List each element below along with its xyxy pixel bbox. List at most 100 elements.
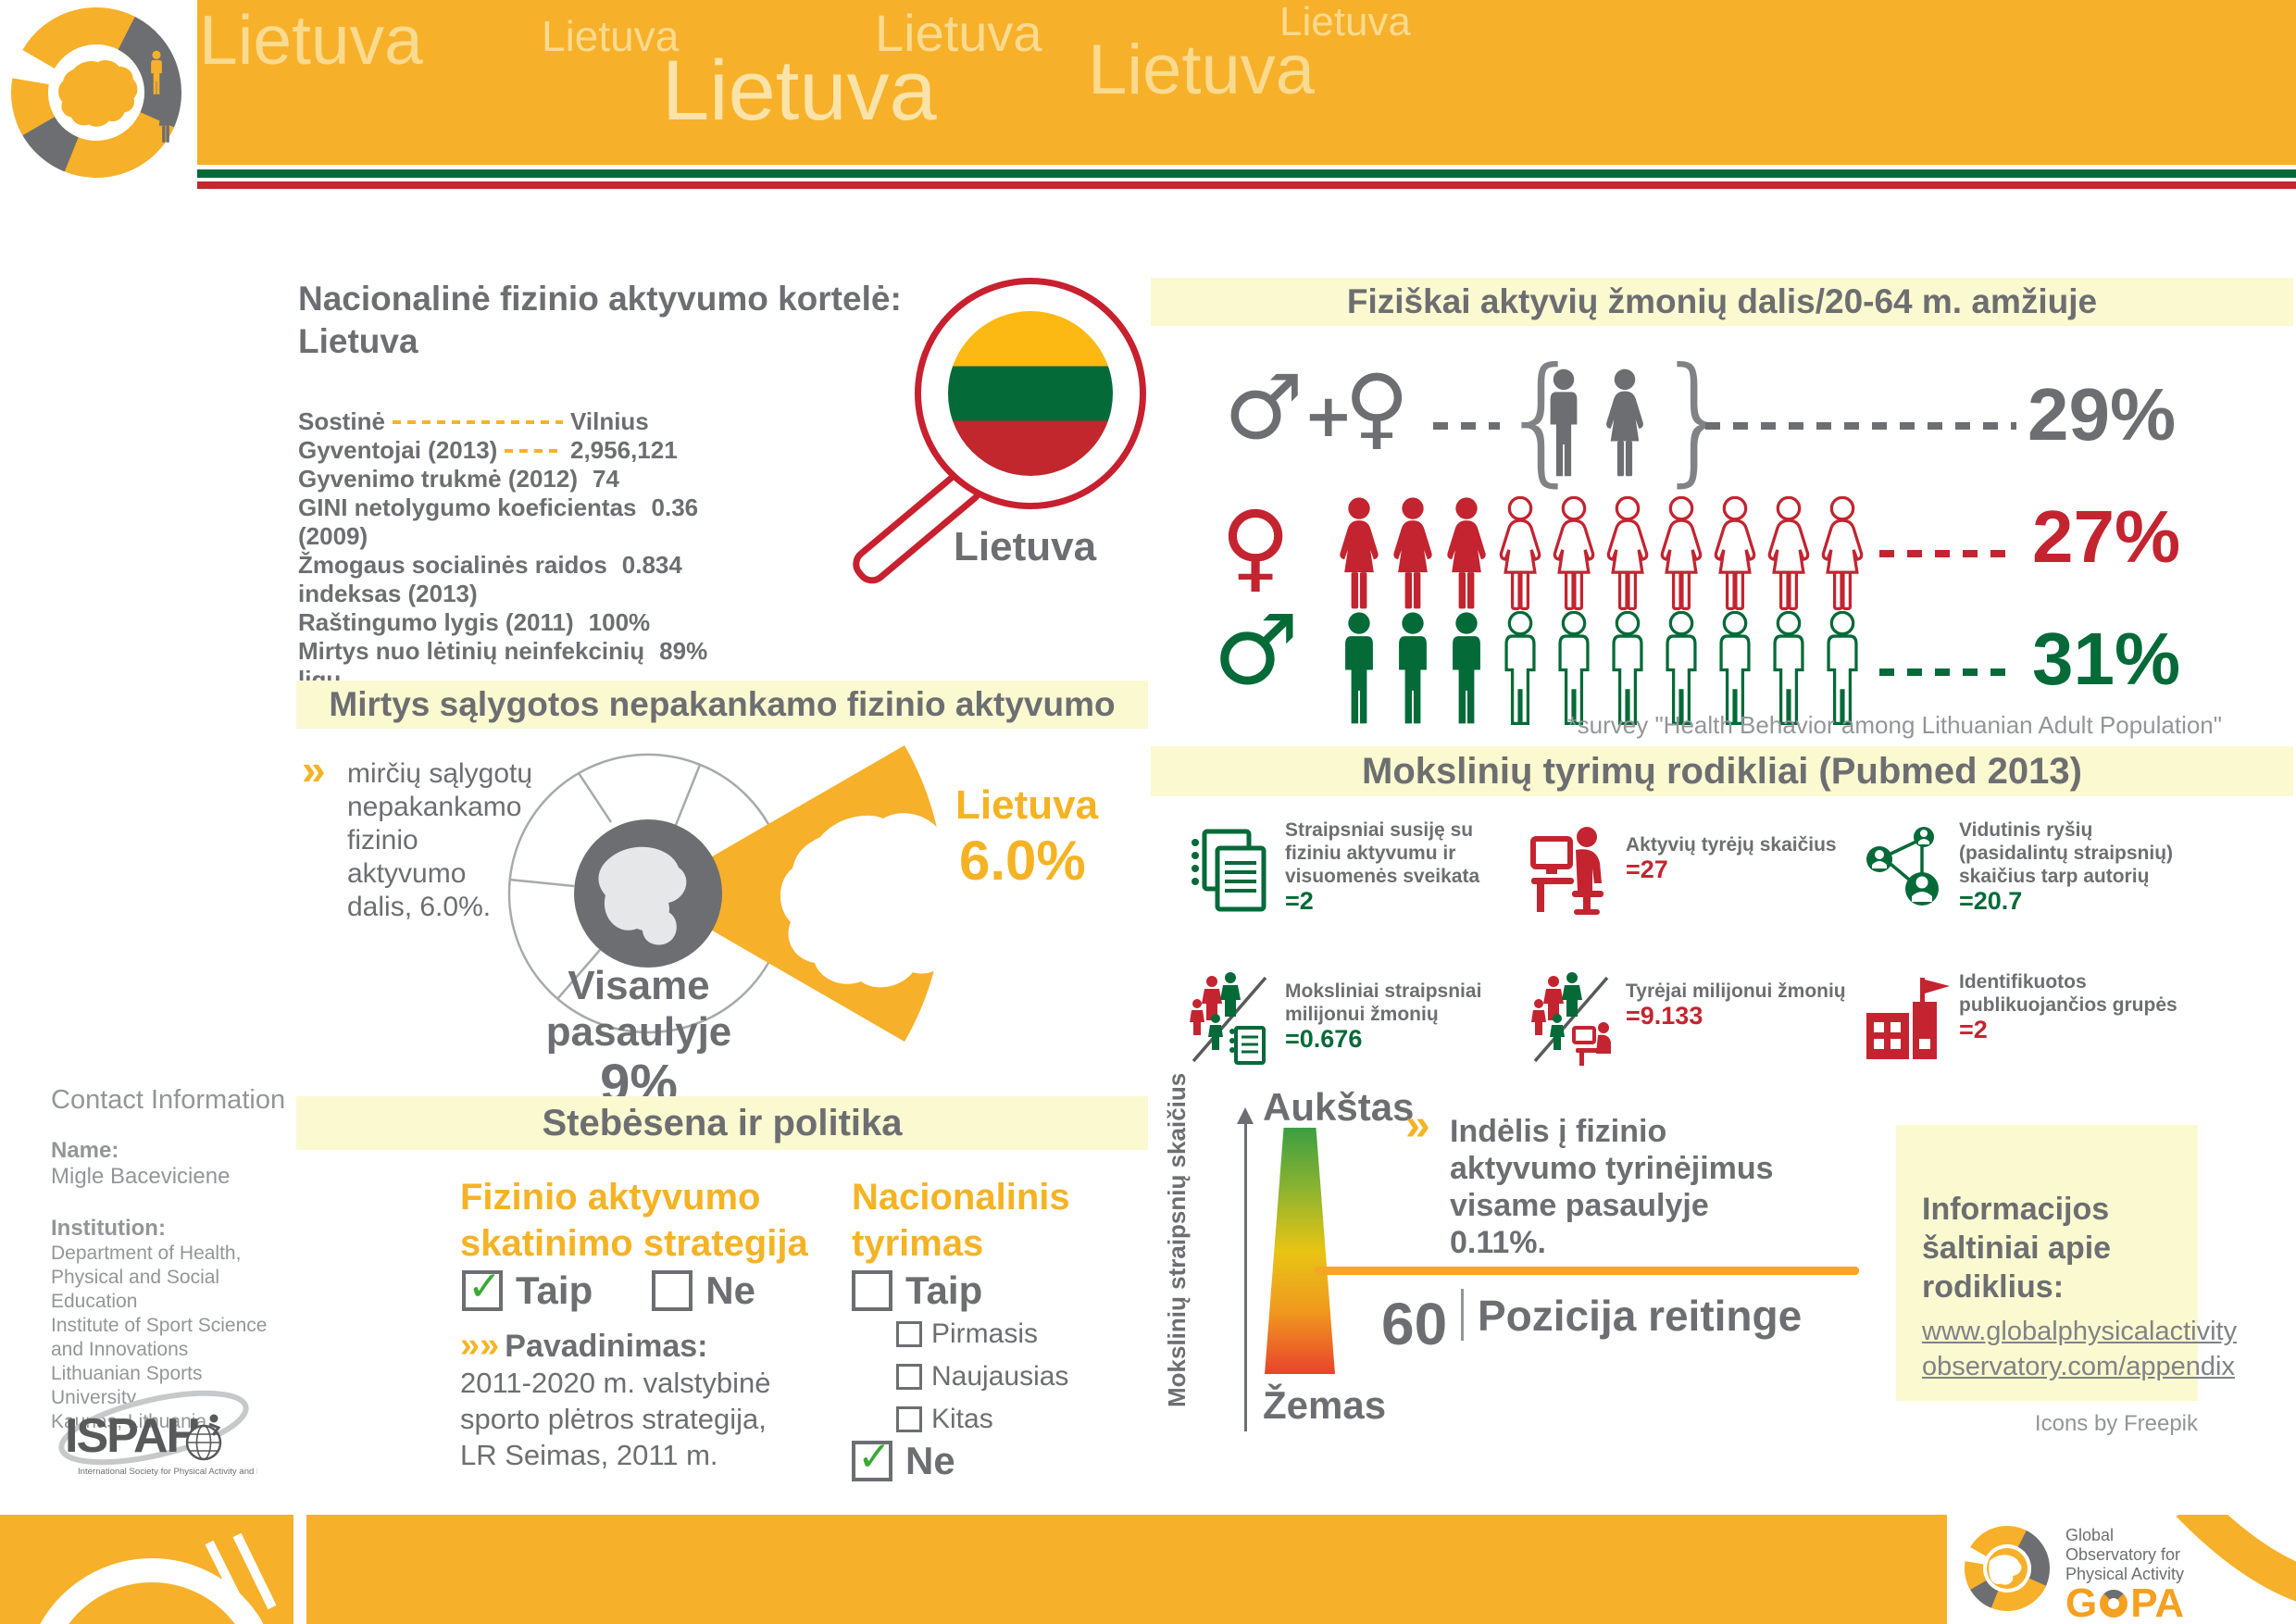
contact-institution: Department of Health, Physical and Socia…	[51, 1243, 268, 1432]
contact-block: Contact Information Name: Migle Bacevici…	[51, 1085, 293, 1434]
deaths-note: mirčių sąlygotų nepakankamo fizinio akty…	[347, 758, 533, 922]
survey-option-row: Naujausias	[896, 1361, 1068, 1393]
research-item-value: =9.133	[1626, 1002, 1703, 1030]
country-stats-list: Sostinė Vilnius Gyventojai (2013) 2,956,12…	[298, 407, 761, 694]
world-share-label: Visame pasaulyje 9%	[518, 963, 759, 1111]
checkbox-unchecked-icon[interactable]	[896, 1364, 922, 1390]
info-sources-link[interactable]: www.globalphysicalactivity observatory.c…	[1922, 1317, 2238, 1381]
rank-divider	[1461, 1289, 1464, 1341]
survey-title: Nacionalinis tyrimas	[852, 1177, 1070, 1264]
stat-row: Sostinė Vilnius	[298, 407, 649, 435]
chevron-bullet-icon	[480, 1326, 499, 1365]
stat-row: Gyventojai (2013) 2,956,121	[298, 436, 678, 464]
checkbox-unchecked-icon[interactable]	[896, 1406, 922, 1432]
stat-row: GINI netolygumo koeficientas 0.36	[298, 493, 699, 521]
research-item: Straipsniai susiję su fiziniu aktyvumu i…	[1285, 818, 1516, 915]
research-item-value: =2	[1959, 1016, 1988, 1043]
research-item-value: =2	[1285, 887, 1314, 915]
axis-arrow-icon	[1237, 1107, 1254, 1124]
header-band	[197, 0, 2296, 165]
woman-figure-outline	[1602, 494, 1653, 615]
survey-option-label: Naujausias	[931, 1361, 1069, 1392]
contact-heading: Contact Information	[51, 1085, 286, 1115]
deaths-section-title: Mirtys sąlygotos nepakankamo fizinio akt…	[329, 685, 1116, 723]
research-item-value: =20.7	[1959, 887, 2023, 915]
research-item: Moksliniai straipsniai milijonui žmonių …	[1285, 980, 1516, 1053]
male-percent: 31%	[2032, 618, 2181, 700]
survey-yes-label: Taip	[905, 1268, 983, 1312]
ispah-logo: ISPAH International Society for Physical…	[58, 1390, 257, 1477]
magnifier-country-label: Lietuva	[954, 524, 1097, 569]
footer-divider	[293, 1515, 306, 1624]
researcher-computer-icon	[1530, 827, 1603, 915]
gopa-aperture-logo	[10, 6, 181, 178]
research-item-value: =0.676	[1285, 1025, 1363, 1053]
gopa-o-ring-icon	[2100, 1590, 2128, 1618]
documents-icon	[1192, 829, 1267, 912]
gopa-logo-text: Global Observatory for Physical Activity	[2065, 1526, 2185, 1583]
survey-yes-row: Taip	[852, 1270, 982, 1311]
header-watermark-word: Lietuva	[199, 1, 423, 79]
survey-footnote: *survey "Health Behavior among Lithuania…	[1567, 711, 2222, 739]
woman-figure-outline	[1763, 494, 1815, 615]
research-item: Tyrėjai milijonui žmonių =9.133	[1626, 980, 1857, 1030]
contact-institution-label: Institution:	[51, 1216, 166, 1241]
strategy-yes-row: Taip Ne	[462, 1263, 755, 1312]
header-watermark-word: Lietuva	[662, 44, 937, 138]
woman-figure-icon	[1600, 367, 1650, 481]
checkbox-checked-icon[interactable]	[852, 1433, 892, 1481]
checkbox-unchecked-icon[interactable]	[896, 1321, 922, 1347]
brace-right-icon: }	[1653, 339, 1742, 500]
chevron-bullet-icon	[460, 1326, 480, 1365]
lithuania-share-label: Lietuva	[955, 782, 1099, 828]
svg-text:ISPAH: ISPAH	[65, 1409, 199, 1463]
checkbox-unchecked-icon[interactable]	[652, 1270, 693, 1311]
info-sources-title: Informacijos šaltiniai apie rodiklius:	[1922, 1192, 2112, 1305]
survey-option-label: Kitas	[931, 1404, 993, 1434]
header-watermark-word: Lietuva	[1088, 31, 1316, 109]
chevron-bullet-icon: »	[1405, 1101, 1430, 1150]
gopa-wordmark: G PA	[2065, 1580, 2185, 1624]
checkbox-checked-icon[interactable]	[462, 1263, 503, 1311]
policy-section-band: Stebėsena ir politika	[296, 1096, 1148, 1150]
footer-swoosh	[2176, 1515, 2296, 1602]
male-symbol-icon: ♂	[1224, 356, 1304, 459]
checkbox-unchecked-icon[interactable]	[852, 1270, 892, 1311]
researchers-per-million-icon	[1531, 972, 1611, 1066]
svg-text:International Society for Phys: International Society for Physical Activ…	[78, 1467, 257, 1477]
research-item: Vidutinis ryšių (pasidalintų straipsnių)…	[1959, 818, 2190, 915]
contact-name: Migle Baceviciene	[51, 1164, 231, 1189]
research-item: Aktyvių tyrėjų skaičius =27	[1626, 833, 1857, 883]
world-contribution-note: Indėlis į fizinio aktyvumo tyrinėjimus v…	[1450, 1114, 1774, 1260]
woman-figure-outline	[1709, 494, 1761, 615]
stat-row-continuation: indeksas (2013)	[298, 580, 478, 607]
research-section-title: Mokslinių tyrimų rodikliai (Pubmed 2013)	[1362, 750, 2082, 792]
ranking-axis-label: Mokslinių straipsnių skaičius	[1163, 1072, 1191, 1407]
lithuania-flag	[948, 311, 1113, 476]
gopa-footer-block: Global Observatory for Physical Activity…	[1947, 1515, 2296, 1624]
women-pictogram-row	[1333, 494, 1868, 615]
stat-row-continuation: (2009)	[298, 522, 368, 550]
female-symbol-icon: ♀	[1344, 356, 1410, 459]
woman-figure-filled	[1387, 494, 1439, 615]
survey-option-row: Pirmasis	[896, 1318, 1038, 1350]
man-figure-filled	[1333, 609, 1385, 730]
strategy-yes-label: Taip	[516, 1268, 593, 1312]
woman-figure-outline	[1548, 494, 1600, 615]
dotted-leader	[505, 448, 563, 453]
footer-watermark-logo	[40, 1532, 277, 1624]
articles-per-million-icon	[1190, 972, 1267, 1065]
woman-figure-filled	[1441, 494, 1492, 615]
axis-low-label: Žemas	[1263, 1383, 1387, 1427]
strategy-name-value: 2011-2020 m. valstybinė sporto plėtros s…	[460, 1367, 771, 1471]
deaths-pie-chart	[507, 745, 988, 1042]
header-watermark-word: Lietuva	[542, 12, 680, 60]
research-section-band: Mokslinių tyrimų rodikliai (Pubmed 2013)	[1151, 746, 2293, 796]
flag-stripe-green	[197, 169, 2296, 178]
research-item-value: =27	[1626, 856, 1668, 883]
survey-no-label: Ne	[905, 1439, 955, 1482]
plus-icon: +	[1304, 382, 1354, 451]
page-title: Nacionalinė fizinio aktyvumo kortelė: Li…	[298, 280, 902, 360]
woman-figure-outline	[1655, 494, 1707, 615]
flag-stripe-red	[197, 181, 2296, 189]
